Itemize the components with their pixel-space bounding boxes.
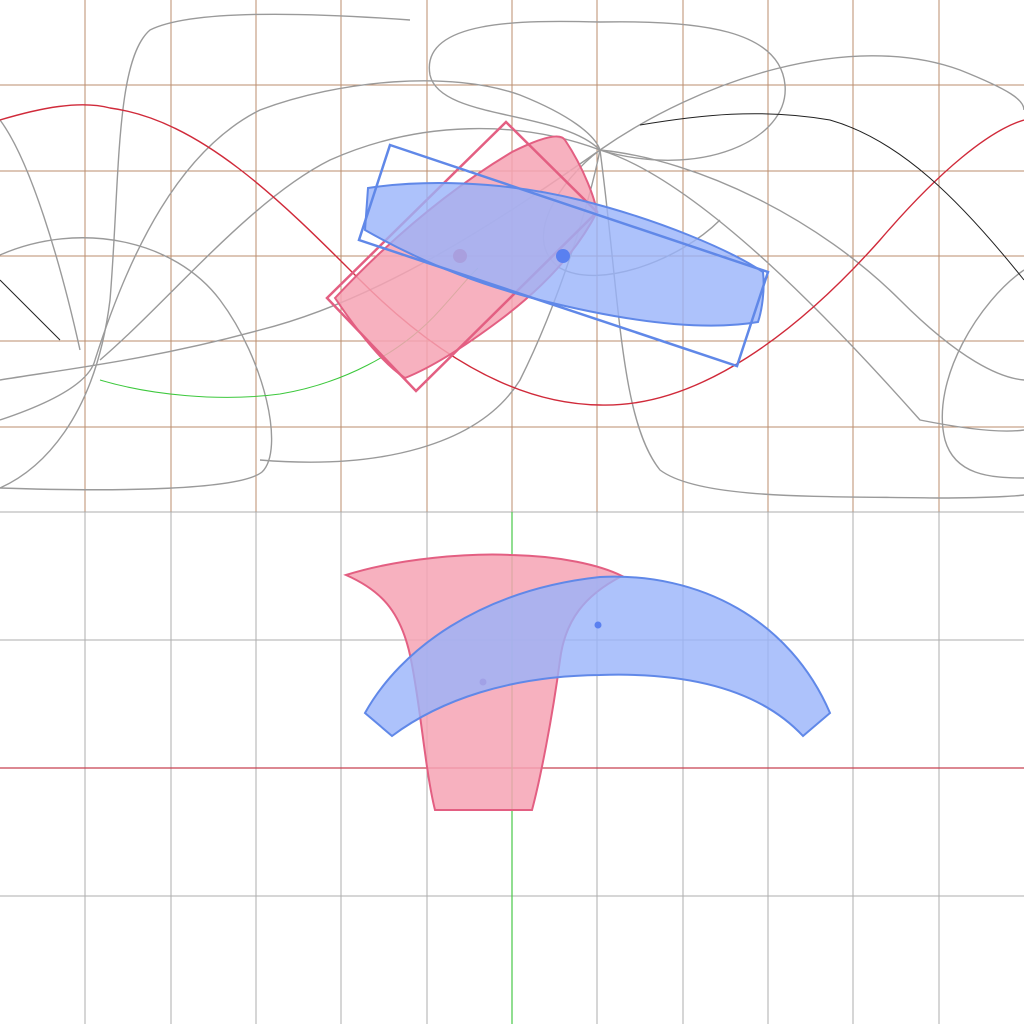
- blue-source-shape: [363, 575, 832, 738]
- top-panel: [0, 0, 1024, 512]
- blue-center-marker: [556, 249, 570, 263]
- blue-source-center: [594, 621, 602, 629]
- bottom-panel: [0, 511, 1024, 1024]
- dark-curve-left: [0, 279, 61, 341]
- blue-bounding-box: [357, 143, 770, 368]
- red-curve: [0, 104, 1024, 406]
- dark-curve: [639, 113, 1024, 281]
- blue-projected-shape: [357, 143, 770, 368]
